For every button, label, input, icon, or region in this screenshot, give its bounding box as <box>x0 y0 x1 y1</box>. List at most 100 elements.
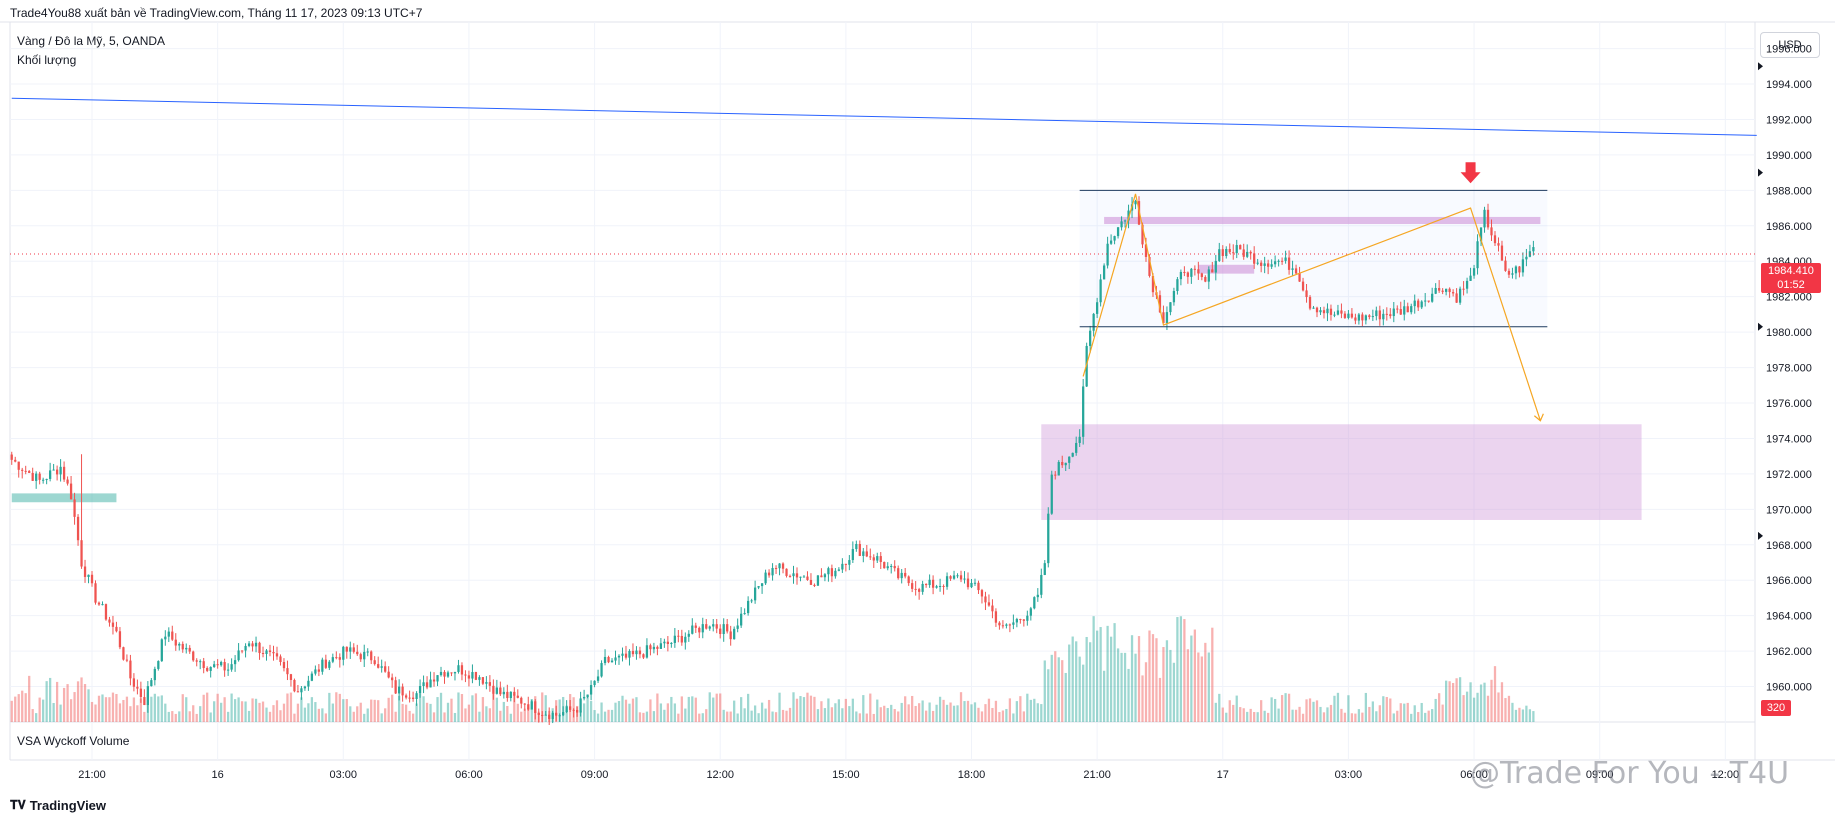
candle-body <box>1026 615 1029 621</box>
candle-body <box>624 653 628 658</box>
candle-body <box>589 685 593 695</box>
candle <box>1057 460 1060 476</box>
candle <box>460 662 464 681</box>
candle <box>251 641 254 652</box>
candle <box>335 651 338 660</box>
volume-legend-label[interactable]: Khối lượng <box>17 53 77 67</box>
candle <box>1064 462 1067 472</box>
volume-bar <box>945 704 949 722</box>
volume-bar <box>446 702 450 722</box>
candle-body <box>1375 310 1378 317</box>
volume-bar <box>328 692 331 722</box>
volume-bar <box>1333 695 1336 722</box>
volume-bar <box>1256 712 1259 722</box>
candle-body <box>1267 263 1270 267</box>
candle <box>411 691 415 702</box>
candle-body <box>694 625 697 628</box>
volume-bar <box>589 701 593 722</box>
candle <box>726 618 729 634</box>
candle <box>1396 305 1399 314</box>
candle-body <box>736 625 739 629</box>
volume-bar <box>1005 708 1008 722</box>
volume-bar <box>1193 629 1196 722</box>
candle-body <box>35 473 38 481</box>
volume-bar <box>432 712 436 722</box>
candle-body <box>523 703 526 705</box>
volume-bar <box>59 704 62 722</box>
volume-bar <box>481 697 485 722</box>
candle-body <box>984 596 987 603</box>
candle <box>977 580 980 594</box>
candle-body <box>530 701 533 710</box>
candle <box>1162 305 1165 324</box>
candle <box>321 657 324 675</box>
currency-button[interactable]: USD <box>1760 32 1820 58</box>
candle <box>610 658 614 663</box>
candle <box>1298 266 1301 282</box>
volume-bar <box>80 677 83 722</box>
volume-bar <box>418 693 422 722</box>
candle-body <box>575 709 579 713</box>
candle-body <box>457 665 460 672</box>
candle <box>495 679 498 695</box>
left-zone <box>11 493 117 503</box>
candle <box>886 562 889 571</box>
volume-bar <box>795 698 799 722</box>
candle <box>401 683 404 702</box>
candle-body <box>1294 268 1298 274</box>
candle-body <box>1528 251 1532 257</box>
volume-bar <box>1064 672 1067 722</box>
candle <box>1413 294 1416 314</box>
volume-bar <box>687 696 690 722</box>
candle <box>45 478 48 485</box>
candle <box>1207 266 1210 290</box>
candle-body <box>1417 300 1420 308</box>
candle <box>698 626 701 639</box>
symbol-info[interactable]: Vàng / Đô la Mỹ, 5, OANDA <box>17 34 166 48</box>
volume-bar <box>52 703 55 722</box>
volume-bar <box>275 700 279 722</box>
volume-bar <box>111 692 115 722</box>
volume-bar <box>827 698 830 722</box>
volume-bar <box>1504 698 1507 722</box>
candle-body <box>1165 312 1169 324</box>
candle-body <box>1301 281 1305 291</box>
candle-body <box>670 642 673 644</box>
candle-body <box>1200 273 1203 278</box>
candle <box>659 637 663 649</box>
candle-body <box>1434 287 1437 294</box>
tradingview-logo[interactable]: 𝐓𝐕 TradingView <box>10 798 106 813</box>
candle-body <box>788 575 792 577</box>
candle-body <box>1263 263 1266 266</box>
projection-path <box>1082 193 1541 421</box>
volume-bar <box>1385 697 1388 722</box>
candle <box>1382 309 1385 326</box>
candle <box>1134 199 1137 210</box>
volume-bar <box>729 711 732 722</box>
volume-bar <box>377 700 380 722</box>
volume-bar <box>401 703 404 722</box>
volume-bar <box>49 677 52 722</box>
candle-body <box>1057 461 1060 476</box>
candle <box>226 663 230 676</box>
candle-body <box>1532 247 1535 252</box>
candle <box>687 630 690 642</box>
candle <box>118 627 122 650</box>
candle-body <box>394 680 397 694</box>
candle-body <box>422 682 425 686</box>
candle-body <box>240 650 244 652</box>
candle <box>157 660 160 671</box>
indicator-label[interactable]: VSA Wyckoff Volume <box>17 734 130 748</box>
volume-bar <box>478 711 481 722</box>
candle-body <box>1012 622 1015 625</box>
candle <box>764 569 767 585</box>
candle-body <box>893 565 896 569</box>
candle-body <box>890 565 893 567</box>
volume-bar <box>495 697 498 722</box>
candle-body <box>726 624 729 632</box>
volume-bar <box>1500 682 1504 722</box>
candle-body <box>555 712 558 716</box>
candle-body <box>404 695 408 698</box>
candle-body <box>1232 252 1235 254</box>
